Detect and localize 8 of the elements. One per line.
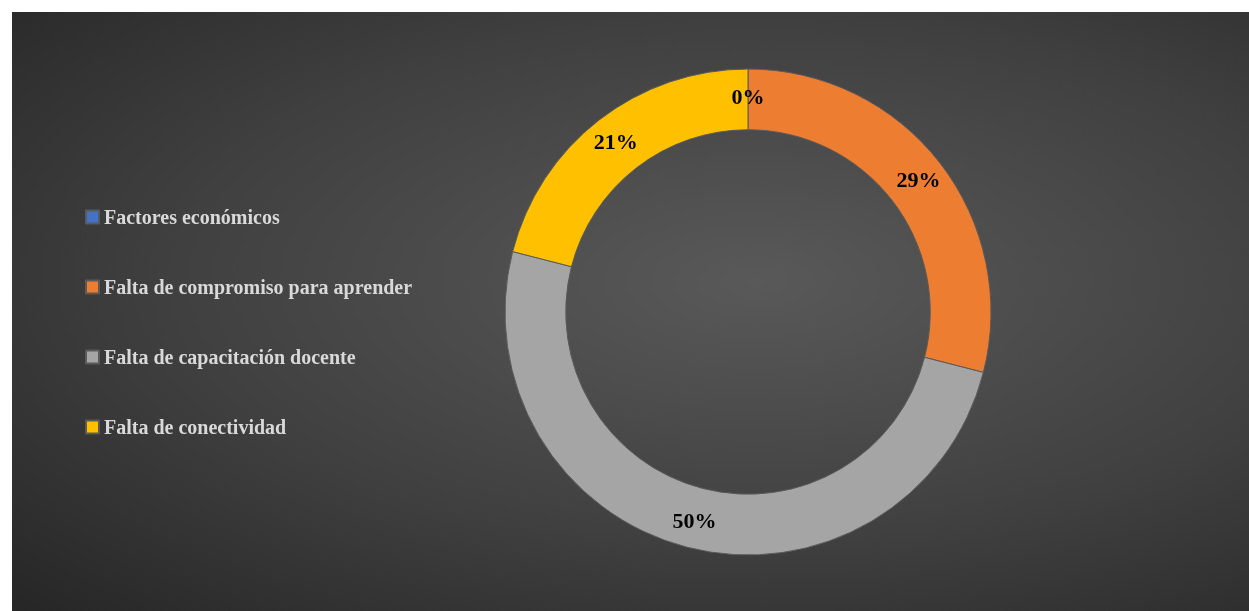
legend-label: Falta de compromiso para aprender bbox=[104, 276, 413, 299]
legend-label: Factores económicos bbox=[104, 206, 280, 228]
legend-label: Falta de conectividad bbox=[104, 416, 287, 438]
data-label: 50% bbox=[672, 508, 717, 534]
data-label: 21% bbox=[593, 129, 638, 155]
data-label: 29% bbox=[896, 167, 941, 193]
text: 0% bbox=[731, 83, 765, 109]
legend-label: Falta de capacitación docente bbox=[104, 346, 356, 369]
